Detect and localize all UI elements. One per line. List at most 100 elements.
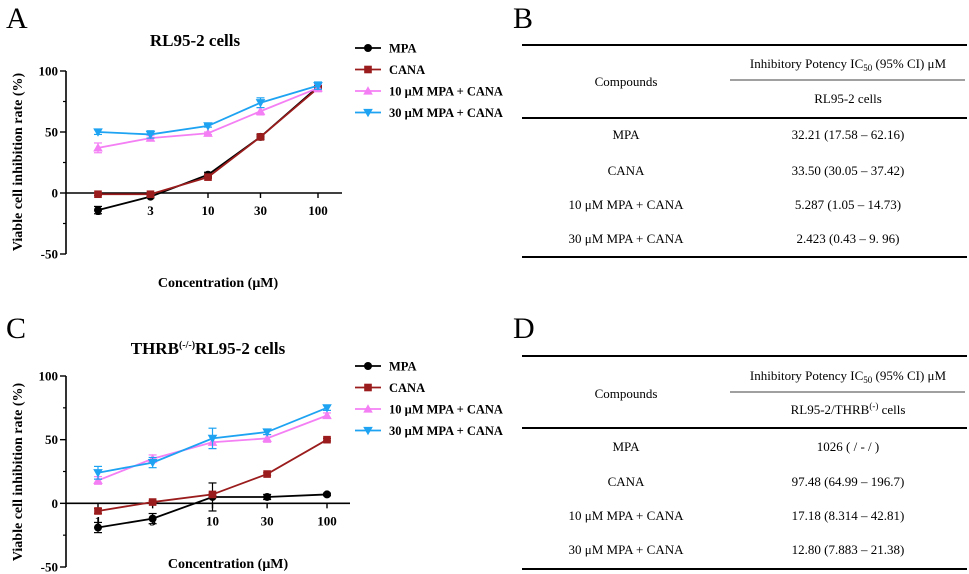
chart-c-legend-marker-CANA — [364, 383, 372, 392]
panel-letter-d: D — [513, 312, 535, 345]
chart-a-point-MPA10 — [255, 106, 266, 115]
chart-c-xlabel: Concentration (μM) — [168, 557, 289, 572]
chart-c-point-MPA — [148, 514, 157, 523]
chart-c-legend-marker-MPA10 — [363, 404, 373, 413]
chart-c-legend-label-MPA: MPA — [389, 360, 417, 374]
chart-a-legend-label-MPA30: 30 μM MPA + CANA — [389, 106, 503, 120]
chart-c-legend-label-MPA10: 10 μM MPA + CANA — [389, 403, 503, 417]
table-d-col1-header: Compounds — [595, 386, 658, 401]
chart-a-series-line-MPA10 — [97, 87, 319, 149]
table-d-value-cell: 97.48 (64.99 – 196.7) — [792, 474, 905, 489]
chart-a-ytick-label: 50 — [45, 125, 58, 140]
panel-letter-a: A — [6, 2, 28, 35]
chart-a-point-MPA10 — [93, 143, 103, 152]
table-b-col2-subheader: RL95-2 cells — [814, 91, 882, 106]
chart-c-ytick-label: 50 — [45, 432, 58, 447]
chart-c-marks — [93, 404, 332, 534]
chart-c-legend-marker-MPA — [364, 362, 372, 370]
chart-a: RL95-2 cells Viable cell inhibition rate… — [11, 31, 503, 291]
chart-a-legend-marker-CANA — [364, 65, 372, 74]
chart-a-point-MPA30 — [255, 99, 266, 108]
chart-a-series-line-MPA — [97, 86, 319, 211]
chart-a-legend-label-MPA10: 10 μM MPA + CANA — [389, 85, 503, 99]
chart-a-xtick-label: 3 — [147, 203, 154, 218]
table-d: Compounds Inhibitory Potency IC50 (95% C… — [522, 355, 967, 570]
chart-c-point-CANA — [323, 435, 331, 444]
table-b-value-cell: 33.50 (30.05 – 37.42) — [792, 163, 905, 178]
chart-c-title-suffix: RL95-2 cells — [195, 339, 286, 358]
chart-c-point-MPA10 — [322, 410, 332, 420]
chart-a-title: RL95-2 cells — [150, 31, 241, 50]
table-d-value-cell: 1026 ( / - / ) — [817, 439, 879, 454]
chart-c-ytick-label: 100 — [39, 369, 59, 384]
chart-c-point-MPA30 — [262, 428, 272, 437]
table-b-value-cell: 5.287 (1.05 – 14.73) — [795, 197, 901, 212]
chart-c-xtick-label: 1 — [95, 513, 102, 528]
table-d-compound-cell: 10 μM MPA + CANA — [569, 508, 685, 523]
chart-a-point-MPA30 — [145, 130, 156, 140]
chart-a-point-CANA — [146, 190, 155, 199]
table-b-col2-header-sub: 50 — [863, 63, 873, 73]
chart-c-legend-label-CANA: CANA — [389, 381, 425, 395]
chart-c: THRB(-/-)RL95-2 cells Viable cell inhibi… — [11, 339, 503, 574]
chart-a-marks — [93, 81, 323, 215]
chart-a-point-CANA — [204, 173, 212, 181]
chart-a-point-MPA30 — [203, 122, 213, 131]
chart-c-point-MPA10 — [262, 433, 272, 442]
table-d-col2-subheader: RL95-2/THRB(-) cells — [791, 401, 906, 417]
chart-c-point-MPA30 — [147, 458, 158, 468]
table-d-compound-cell: CANA — [608, 474, 645, 489]
chart-c-ytick-label: -50 — [41, 560, 58, 574]
chart-a-point-MPA — [94, 206, 102, 215]
chart-a-point-MPA30 — [313, 82, 323, 91]
table-d-col2-subheader-post: cells — [878, 402, 905, 417]
chart-a-legend-label-MPA: MPA — [389, 42, 417, 56]
chart-a-xtick-label: 30 — [254, 203, 267, 218]
chart-a-legend-marker-MPA — [364, 44, 372, 52]
panel-letter-b: B — [513, 2, 533, 35]
chart-a-legend-marker-MPA30 — [363, 108, 373, 118]
table-b-col2-header: Inhibitory Potency IC50 (95% CI) μM — [750, 56, 947, 73]
chart-c-point-MPA30 — [93, 469, 103, 478]
chart-c-legend-marker-MPA30 — [363, 426, 373, 436]
chart-a-xlabel: Concentration (μM) — [158, 276, 279, 291]
table-d-rows: MPA 1026 ( / - / ) CANA 97.48 (64.99 – 196.… — [569, 439, 905, 557]
table-b-compound-cell: 10 μM MPA + CANA — [569, 197, 685, 212]
chart-c-legend: MPA CANA 10 μM MPA + CANA 30 μM MPA + CANA — [355, 360, 503, 438]
table-d-col2-header-sub: 50 — [863, 375, 873, 385]
table-d-value-cell: 12.80 (7.883 – 21.38) — [792, 542, 905, 557]
table-b-value-cell: 32.21 (17.58 – 62.16) — [792, 127, 905, 142]
chart-c-point-CANA — [208, 490, 217, 499]
chart-a-xtick-label: 10 — [202, 203, 215, 218]
table-d-compound-cell: MPA — [613, 439, 641, 454]
table-b-col1-header: Compounds — [595, 74, 658, 89]
chart-a-point-MPA10 — [203, 128, 213, 137]
table-b-compound-cell: CANA — [608, 163, 645, 178]
chart-c-point-CANA — [94, 507, 102, 515]
chart-a-legend-marker-MPA10 — [363, 86, 373, 95]
chart-c-point-MPA10 — [93, 475, 103, 485]
chart-a-ytick-label: 100 — [39, 64, 59, 79]
table-b-col2-header-pre: Inhibitory Potency IC — [750, 56, 863, 71]
chart-a-legend: MPA CANA 10 μM MPA + CANA 30 μM MPA + CANA — [355, 42, 503, 120]
table-b: Compounds Inhibitory Potency IC50 (95% C… — [522, 44, 967, 258]
chart-a-ytick-label: 0 — [52, 186, 59, 201]
chart-a-point-CANA — [256, 133, 265, 141]
chart-a-legend-label-CANA: CANA — [389, 63, 425, 77]
chart-c-ylabel: Viable cell inhibition rate (%) — [11, 382, 26, 561]
table-b-col2-header-post: (95% CI) μM — [872, 56, 946, 71]
chart-c-point-MPA30 — [207, 434, 218, 444]
chart-a-xtick-label: 100 — [308, 203, 328, 218]
chart-c-title-prefix: THRB — [131, 339, 179, 358]
table-b-value-cell: 2.423 (0.43 – 9. 96) — [797, 231, 900, 246]
table-d-col2-header-pre: Inhibitory Potency IC — [750, 368, 863, 383]
chart-c-point-MPA — [263, 492, 272, 501]
chart-a-ytick-label: -50 — [41, 247, 58, 262]
chart-a-point-CANA — [94, 190, 102, 199]
chart-c-point-CANA — [263, 470, 271, 478]
table-d-col2-subheader-pre: RL95-2/THRB — [791, 402, 870, 417]
chart-c-ytick-label: 0 — [52, 496, 59, 511]
